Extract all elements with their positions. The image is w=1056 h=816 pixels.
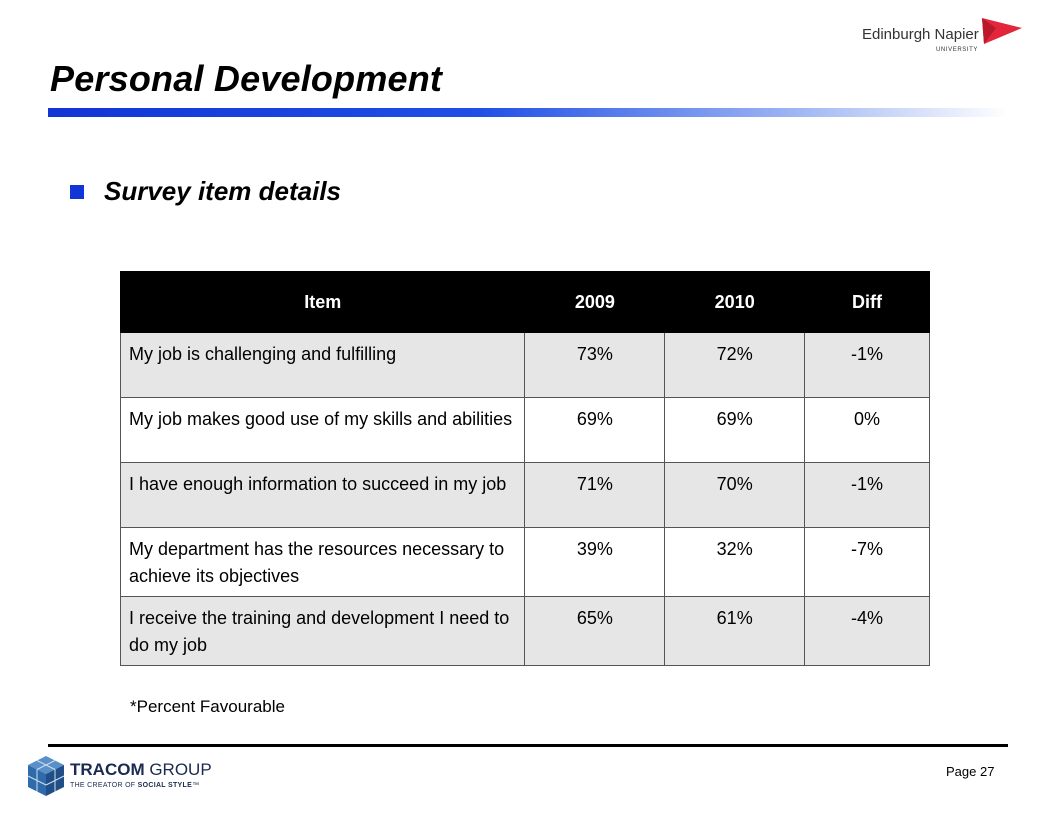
page-number: Page 27 — [946, 764, 995, 779]
value-2009-cell: 69% — [524, 397, 666, 463]
table-row: My job is challenging and fulfilling 73%… — [119, 332, 930, 398]
value-2010-cell: 32% — [664, 527, 806, 597]
table-row: I have enough information to succeed in … — [119, 462, 930, 528]
value-2009-cell: 39% — [524, 527, 666, 597]
table-row: I receive the training and development I… — [119, 596, 930, 666]
brand-light: GROUP — [144, 760, 212, 779]
tag-strong: SOCIAL STYLE — [137, 782, 193, 789]
diff-cell: -1% — [804, 462, 930, 528]
footer-rule — [48, 744, 1008, 747]
brand-bold: TRACOM — [70, 760, 145, 779]
item-cell: My job is challenging and fulfilling — [119, 332, 526, 398]
tracom-tagline: THE CREATOR OF SOCIAL STYLE™ — [70, 782, 199, 789]
logo-sub: UNIVERSITY — [936, 47, 979, 53]
table-row: My department has the resources necessar… — [119, 527, 930, 597]
section-heading: Survey item details — [70, 176, 341, 207]
item-cell: I have enough information to succeed in … — [119, 462, 526, 528]
value-2009-cell: 71% — [524, 462, 666, 528]
red-pennant-icon — [982, 18, 1022, 44]
header-item: Item — [119, 271, 526, 333]
page-title: Personal Development — [50, 58, 443, 99]
table-row: My job makes good use of my skills and a… — [119, 397, 930, 463]
header-2010: 2010 — [664, 271, 806, 333]
section-heading-text: Survey item details — [104, 176, 341, 206]
value-2010-cell: 61% — [664, 596, 806, 666]
value-2010-cell: 70% — [664, 462, 806, 528]
footnote: *Percent Favourable — [130, 697, 285, 716]
logo-name: Edinburgh Napier — [862, 26, 979, 43]
value-2010-cell: 69% — [664, 397, 806, 463]
item-cell: My job makes good use of my skills and a… — [119, 397, 526, 463]
tag-prefix: THE CREATOR OF — [70, 782, 138, 789]
diff-cell: -4% — [804, 596, 930, 666]
diff-cell: -7% — [804, 527, 930, 597]
header-2009: 2009 — [524, 271, 666, 333]
survey-table: Item 2009 2010 Diff My job is challengin… — [119, 271, 930, 666]
diff-cell: -1% — [804, 332, 930, 398]
tracom-group-logo: TRACOM GROUP THE CREATOR OF SOCIAL STYLE… — [24, 752, 214, 802]
header-diff: Diff — [804, 271, 930, 333]
square-bullet-icon — [70, 184, 84, 199]
edinburgh-napier-logo: Edinburgh Napier UNIVERSITY — [862, 14, 1022, 64]
tag-suffix: ™ — [192, 782, 200, 789]
value-2009-cell: 73% — [524, 332, 666, 398]
title-rule — [48, 108, 1008, 117]
diff-cell: 0% — [804, 397, 930, 463]
cube-logo-icon — [27, 756, 65, 796]
value-2009-cell: 65% — [524, 596, 666, 666]
item-cell: I receive the training and development I… — [119, 596, 526, 666]
item-cell: My department has the resources necessar… — [119, 527, 526, 597]
tracom-brand: TRACOM GROUP — [70, 760, 212, 780]
value-2010-cell: 72% — [664, 332, 806, 398]
table-header-row: Item 2009 2010 Diff — [119, 271, 930, 333]
